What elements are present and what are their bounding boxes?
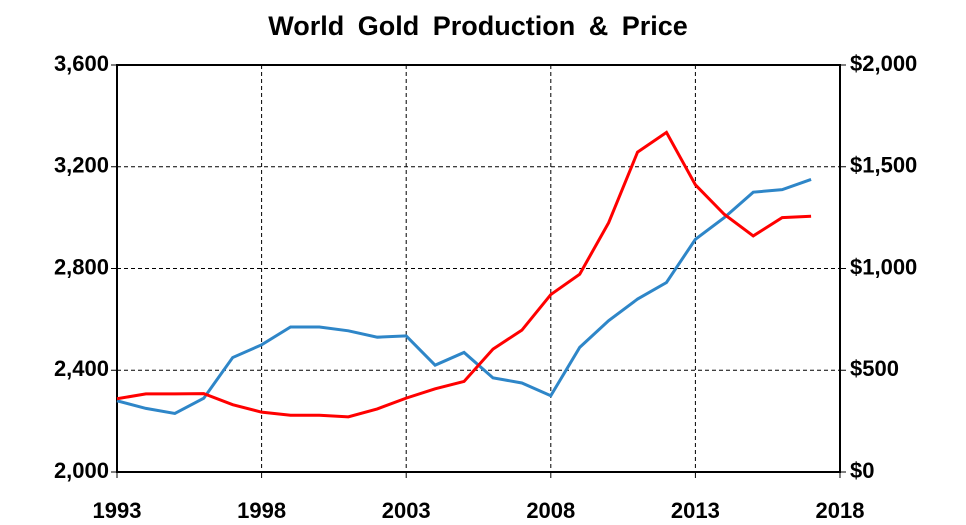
- y2-tick-label: $1,000: [850, 254, 917, 279]
- x-tick-label: 1998: [237, 498, 286, 523]
- y-tick-label: 3,200: [54, 153, 109, 178]
- y2-tick-label: $500: [850, 356, 899, 381]
- series-line: [116, 130, 812, 419]
- x-tick-label: 2003: [382, 498, 431, 523]
- y2-tick-label: $1,500: [850, 153, 917, 178]
- x-tick-label: 2013: [671, 498, 720, 523]
- chart-title: World Gold Production & Price: [268, 11, 688, 41]
- plot-frame: [116, 64, 841, 473]
- x-tick-label: 2018: [816, 498, 865, 523]
- x-tick-label: 1993: [93, 498, 142, 523]
- y2-tick-label: $0: [850, 458, 874, 483]
- y-tick-label: 2,000: [54, 458, 109, 483]
- x-tick-label: 2008: [526, 498, 575, 523]
- y2-tick-label: $2,000: [850, 51, 917, 76]
- y-tick-label: 2,400: [54, 356, 109, 381]
- series-line: [116, 178, 812, 416]
- y-tick-label: 2,800: [54, 254, 109, 279]
- y-tick-label: 3,600: [54, 51, 109, 76]
